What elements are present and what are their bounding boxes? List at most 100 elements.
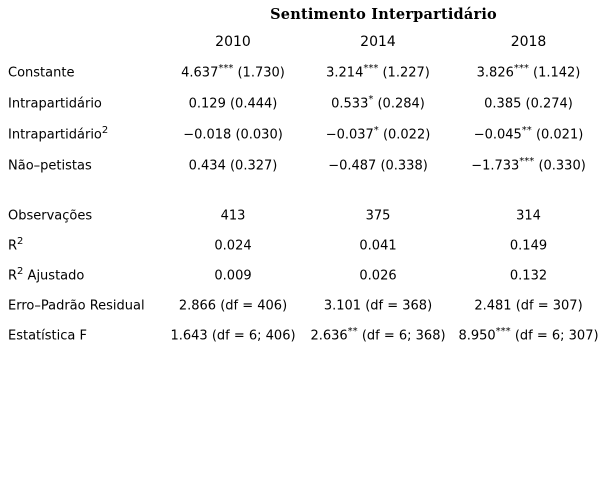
cell-2018: 0.385 (0.274) (452, 87, 605, 118)
coefficient-value: 3.826 (476, 65, 514, 81)
row-observacoes: Observações 413 375 314 (0, 200, 605, 230)
significance-stars: ** (347, 326, 358, 338)
coefficient-value: 0.533 (331, 96, 369, 112)
significance-stars: *** (363, 62, 379, 74)
standard-error: (1.227) (382, 65, 430, 81)
cell-2010: 0.009 (162, 260, 304, 290)
cell-2010: −0.018 (0.030) (162, 118, 304, 149)
stat-value: 2.636 (310, 328, 348, 344)
row-intrapartidario-squared: Intrapartidário2 −0.018 (0.030) −0.037* (0… (0, 118, 605, 149)
stat-value: 8.950 (458, 328, 496, 344)
stat-detail: (df = 6; 307) (514, 328, 599, 344)
coefficient-value: 3.214 (326, 65, 364, 81)
coefficient-value: 0.434 (188, 158, 226, 174)
row-r2-ajustado: R2 Ajustado 0.009 0.026 0.132 (0, 260, 605, 290)
row-estatistica-f: Estatística F 1.643 (df = 6; 406) 2.636**… (0, 320, 605, 350)
row-constante: Constante 4.637*** (1.730) 3.214*** (1.227… (0, 56, 605, 87)
standard-error: (0.274) (525, 96, 573, 112)
cell-2010: 4.637*** (1.730) (162, 56, 304, 87)
title-row-spacer (0, 0, 162, 28)
row-r2: R2 0.024 0.041 0.149 (0, 230, 605, 260)
coefficient-value: −1.733 (471, 158, 520, 174)
standard-error: (0.338) (380, 158, 428, 174)
significance-stars: * (368, 93, 374, 105)
column-header-row: 2010 2014 2018 (0, 28, 605, 56)
column-header-2010: 2010 (215, 34, 251, 50)
standard-error: (0.330) (538, 158, 586, 174)
row-label: Intrapartidário (8, 127, 102, 143)
row-label: Estatística F (8, 328, 87, 344)
coefficient-value: −0.018 (183, 127, 232, 143)
stat-value: 0.024 (214, 238, 252, 254)
stat-value: 314 (516, 208, 541, 224)
regression-table: Sentimento Interpartidário 2010 2014 201… (0, 0, 605, 350)
row-intrapartidario: Intrapartidário 0.129 (0.444) 0.533* (0.28… (0, 87, 605, 118)
cell-2010: 413 (162, 200, 304, 230)
standard-error: (0.030) (235, 127, 283, 143)
cell-2014: 0.026 (304, 260, 452, 290)
stat-value: 2.866 (178, 298, 217, 314)
stat-value: 0.026 (359, 268, 397, 284)
cell-2018: 314 (452, 200, 605, 230)
stat-detail: (df = 6; 406) (211, 328, 296, 344)
cell-2014: 0.533* (0.284) (304, 87, 452, 118)
row-erro-padrao-residual: Erro–Padrão Residual 2.866 (df = 406) 3.1… (0, 290, 605, 320)
cell-2014: −0.037* (0.022) (304, 118, 452, 149)
cell-2014: 3.214*** (1.227) (304, 56, 452, 87)
row-label: R (8, 238, 18, 254)
stat-value: 0.149 (509, 238, 548, 254)
cell-2018: −1.733*** (0.330) (452, 149, 605, 180)
cell-2018: 3.826*** (1.142) (452, 56, 605, 87)
standard-error: (0.444) (229, 96, 278, 112)
stat-value: 0.132 (509, 268, 548, 284)
cell-2010: 1.643 (df = 6; 406) (162, 320, 304, 350)
column-header-2018: 2018 (510, 34, 547, 50)
table-title: Sentimento Interpartidário (270, 5, 497, 23)
cell-2014: 375 (304, 200, 452, 230)
row-label: Observações (8, 208, 93, 224)
cell-2018: 0.132 (452, 260, 605, 290)
cell-2010: 0.434 (0.327) (162, 149, 304, 180)
standard-error: (0.327) (229, 158, 278, 174)
stat-value: 1.643 (170, 328, 208, 344)
row-nao-petistas: Não–petistas 0.434 (0.327) −0.487 (0.338) … (0, 149, 605, 180)
column-header-2014: 2014 (360, 34, 396, 50)
stat-detail: (df = 406) (220, 298, 288, 314)
significance-stars: *** (218, 62, 234, 74)
standard-error: (1.142) (533, 65, 581, 81)
row-label: Erro–Padrão Residual (8, 298, 145, 314)
cell-2018: −0.045** (0.021) (452, 118, 605, 149)
coefficient-value: −0.487 (328, 158, 377, 174)
stat-value: 0.009 (214, 268, 252, 284)
section-spacer (0, 180, 605, 200)
stat-value: 413 (220, 208, 246, 224)
coefficient-value: −0.037 (325, 127, 374, 143)
cell-2014: 3.101 (df = 368) (304, 290, 452, 320)
stat-value: 3.101 (323, 298, 362, 314)
row-label-superscript: 2 (17, 266, 24, 278)
coefficient-value: −0.045 (473, 127, 522, 143)
significance-stars: *** (513, 62, 529, 74)
row-label: Constante (8, 65, 75, 81)
significance-stars: * (373, 124, 379, 136)
cell-2014: 2.636** (df = 6; 368) (304, 320, 452, 350)
significance-stars: *** (519, 155, 535, 167)
row-label-suffix: Ajustado (23, 268, 85, 284)
standard-error: (0.021) (535, 127, 584, 143)
standard-error: (0.284) (377, 96, 425, 112)
significance-stars: ** (521, 124, 532, 136)
cell-2014: 0.041 (304, 230, 452, 260)
row-label: Intrapartidário (8, 96, 102, 112)
row-label-superscript: 2 (101, 124, 109, 136)
cell-2014: −0.487 (0.338) (304, 149, 452, 180)
cell-2010: 0.129 (0.444) (162, 87, 304, 118)
stat-value: 2.481 (474, 298, 512, 314)
stat-detail: (df = 6; 368) (361, 328, 446, 344)
coefficient-value: 4.637 (181, 65, 219, 81)
cell-2018: 0.149 (452, 230, 605, 260)
row-label: Não–petistas (8, 158, 92, 174)
standard-error: (0.022) (382, 127, 431, 143)
cell-2010: 0.024 (162, 230, 304, 260)
standard-error: (1.730) (237, 65, 285, 81)
stat-value: 375 (365, 208, 391, 224)
